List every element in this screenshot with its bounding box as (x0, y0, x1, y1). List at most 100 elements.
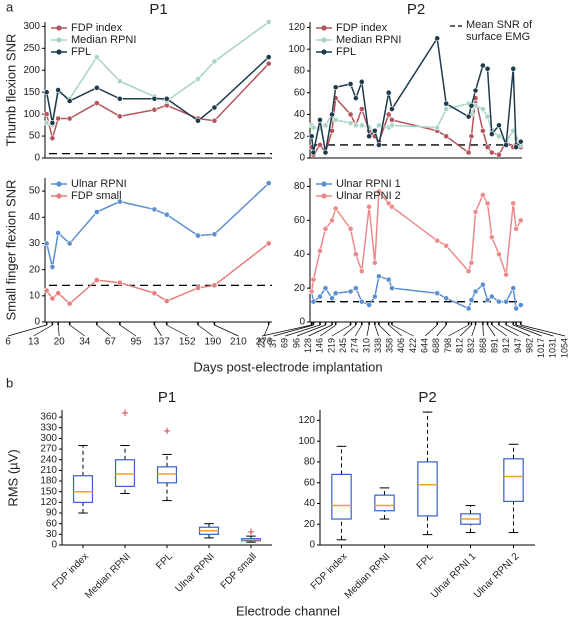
y-tick-label: 40 (294, 109, 306, 120)
data-point (116, 279, 123, 286)
tick-leader (96, 324, 111, 337)
data-point (443, 106, 450, 112)
data-point (375, 188, 382, 195)
tick-leader (491, 324, 507, 337)
data-point (116, 95, 123, 102)
data-point (479, 127, 486, 134)
legend-swatch (56, 25, 62, 31)
tick-leader (214, 324, 239, 337)
tick-leader (263, 324, 270, 337)
data-point (93, 209, 100, 215)
data-point (517, 217, 524, 224)
x-tick-label: 37 (268, 338, 278, 348)
data-point (358, 106, 365, 112)
data-point (375, 273, 382, 280)
data-point (513, 305, 519, 312)
legend-label: FDP index (336, 22, 388, 34)
x-tick-label: Ulnar RPNI (173, 551, 217, 595)
y-axis-label: RMS (µV) (5, 449, 20, 506)
data-point (389, 106, 395, 112)
x-tick-label: 69 (280, 338, 290, 348)
legend-label: Median RPNI (71, 34, 136, 46)
data-point (43, 120, 50, 126)
x-tick-label: 128 (303, 338, 313, 353)
data-point (434, 35, 441, 42)
data-point (479, 106, 486, 112)
legend-label: FDP small (71, 190, 122, 202)
data-point (513, 144, 519, 151)
tick-leader (154, 324, 162, 337)
data-point (443, 100, 450, 107)
x-tick-label: FPL (415, 551, 436, 572)
data-point (468, 133, 475, 140)
x-tick-label: 891 (489, 338, 499, 353)
legend-label: Ulnar RPNI 1 (336, 178, 401, 190)
legend-label: Ulnar RPNI 2 (336, 190, 401, 202)
data-point (484, 200, 491, 207)
data-point (265, 54, 272, 60)
data-point (43, 89, 50, 96)
tick-leader (459, 324, 472, 337)
data-point (352, 95, 359, 102)
data-point (332, 84, 339, 91)
x-tick-label: 422 (408, 338, 418, 353)
data-point (385, 276, 392, 283)
data-point (93, 84, 100, 91)
data-point (503, 142, 509, 148)
data-point (472, 288, 479, 295)
x-tick-label: FDP index (309, 551, 350, 592)
tick-leader (513, 324, 542, 337)
tick-leader (7, 324, 47, 337)
box (72, 475, 94, 503)
y-tick-label: 150 (23, 87, 40, 98)
data-point (332, 290, 339, 297)
data-point (385, 111, 392, 118)
data-point (322, 285, 329, 292)
data-point (317, 117, 323, 123)
data-point (375, 122, 382, 129)
legend-swatch (56, 193, 62, 199)
x-tick-label: 1017 (536, 338, 546, 358)
series-line (310, 275, 522, 310)
legend-label: FDP index (71, 22, 123, 34)
data-point (163, 298, 170, 304)
data-point (443, 133, 450, 140)
x-tick-label: 96 (291, 338, 301, 348)
y-tick-label: 80 (294, 181, 306, 192)
data-point (465, 268, 472, 275)
chart-title: P1 (149, 1, 167, 18)
data-point (358, 122, 365, 129)
tick-leader (343, 324, 357, 337)
data-point (479, 192, 486, 198)
y-tick-label: 100 (23, 109, 40, 120)
data-point (195, 76, 201, 82)
data-point (195, 285, 201, 291)
data-point (479, 281, 486, 288)
x-tick-label: 1054 (559, 338, 569, 358)
x-tick-label: 688 (431, 338, 441, 353)
legend-label: Ulnar RPNI (71, 178, 127, 190)
data-point (488, 149, 495, 156)
legend-swatch (56, 37, 62, 43)
data-point (55, 87, 62, 93)
data-point (371, 259, 378, 266)
x-tick-label: 95 (130, 337, 142, 348)
data-point (116, 113, 123, 120)
tick-leader (285, 324, 321, 337)
data-point (510, 285, 517, 292)
y-tick-label: 0 (34, 317, 40, 328)
y-tick-label: 40 (29, 212, 41, 223)
x-axis-label: Days post-electrode implantation (193, 359, 382, 374)
y-tick-label: 20 (294, 283, 306, 294)
tick-leader (33, 324, 53, 337)
legend-swatch (56, 181, 62, 187)
data-point (510, 200, 517, 207)
data-point (496, 251, 502, 258)
data-point (484, 113, 491, 120)
data-point (163, 95, 170, 102)
box (503, 458, 524, 502)
x-tick-label: 644 (420, 338, 430, 353)
data-point (513, 225, 519, 232)
x-tick-label: 219 (326, 338, 336, 353)
x-tick-label: 912 (501, 338, 511, 353)
